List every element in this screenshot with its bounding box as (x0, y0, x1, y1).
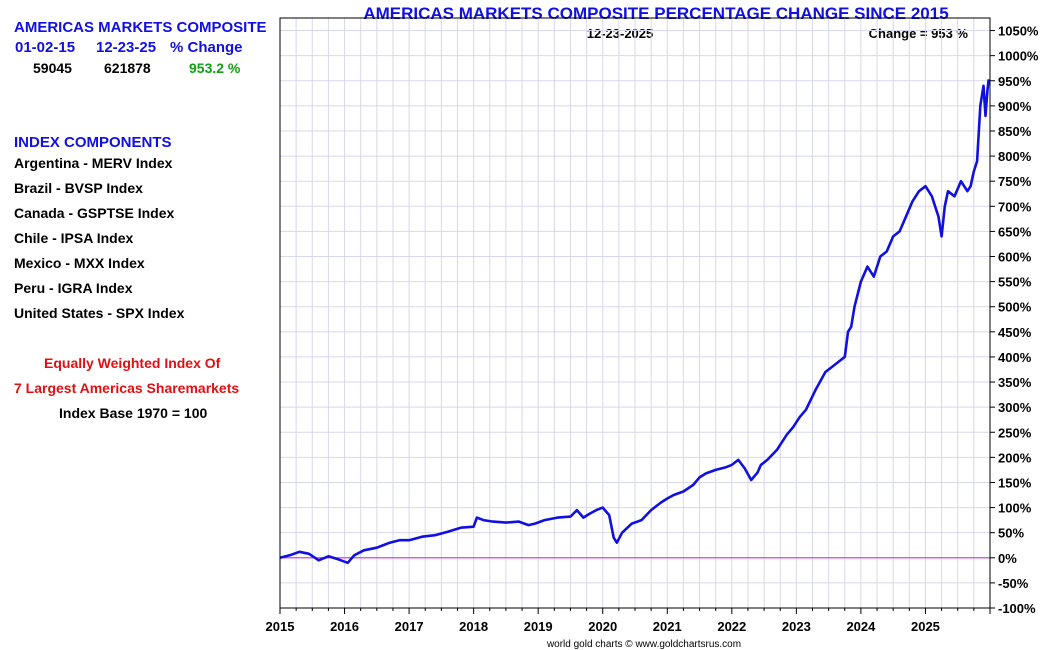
y-tick-label: 200% (998, 450, 1032, 465)
change-header: % Change (170, 39, 243, 56)
y-tick-label: 250% (998, 425, 1032, 440)
x-tick-label: 2024 (846, 619, 876, 634)
y-tick-label: 650% (998, 224, 1032, 239)
component-item: United States - SPX Index (14, 305, 185, 321)
start-date-header: 01-02-15 (15, 39, 76, 56)
component-item: Canada - GSPTSE Index (14, 205, 175, 221)
x-tick-label: 2018 (459, 619, 488, 634)
component-item: Argentina - MERV Index (14, 155, 173, 171)
x-tick-label: 2023 (782, 619, 811, 634)
component-item: Chile - IPSA Index (14, 230, 134, 246)
x-axis: 2015 2016 2017 2018 2019 2020 2021 2022 2023 2024… (266, 608, 991, 634)
x-tick-label: 2020 (588, 619, 617, 634)
grid (279, 18, 991, 609)
note-line-3: Index Base 1970 = 100 (59, 405, 208, 421)
y-tick-label: 1050% (998, 24, 1039, 39)
x-tick-label: 2021 (653, 619, 682, 634)
x-tick-label: 2016 (330, 619, 359, 634)
end-date-header: 12-23-25 (96, 39, 157, 56)
composite-title: AMERICAS MARKETS COMPOSITE (14, 19, 267, 36)
y-tick-label: -50% (998, 576, 1029, 591)
y-tick-label: 800% (998, 149, 1032, 164)
y-tick-label: 550% (998, 275, 1032, 290)
chart-footer: world gold charts © www.goldchartsrus.co… (546, 639, 741, 650)
y-tick-label: 700% (998, 199, 1032, 214)
y-tick-label: 500% (998, 300, 1032, 315)
y-tick-label: 0% (998, 551, 1017, 566)
y-axis: -100% -50% 0% 50% 100% 150% 200% 250% 300% 350% 40… (990, 24, 1039, 616)
y-tick-label: 150% (998, 475, 1032, 490)
y-tick-label: 450% (998, 325, 1032, 340)
x-tick-label: 2015 (266, 619, 295, 634)
x-tick-label: 2025 (911, 619, 940, 634)
y-tick-label: 300% (998, 400, 1032, 415)
y-tick-label: 850% (998, 124, 1032, 139)
x-tick-label: 2019 (524, 619, 553, 634)
component-item: Mexico - MXX Index (14, 255, 145, 271)
y-tick-label: 1000% (998, 49, 1039, 64)
y-tick-label: 600% (998, 250, 1032, 265)
start-value: 59045 (33, 60, 72, 76)
y-tick-label: 950% (998, 74, 1032, 89)
y-tick-label: 350% (998, 375, 1032, 390)
y-tick-label: 50% (998, 526, 1024, 541)
x-tick-label: 2017 (395, 619, 424, 634)
components-title: INDEX COMPONENTS (14, 134, 172, 151)
y-tick-label: 100% (998, 501, 1032, 516)
chart-date-label: 12-23-2025 (587, 26, 654, 41)
y-tick-label: 400% (998, 350, 1032, 365)
y-tick-label: 750% (998, 174, 1032, 189)
note-line-1: Equally Weighted Index Of (44, 355, 221, 371)
y-tick-label: -100% (998, 601, 1036, 616)
note-line-2: 7 Largest Americas Sharemarkets (14, 380, 240, 396)
x-tick-label: 2022 (717, 619, 746, 634)
y-tick-label: 900% (998, 99, 1032, 114)
series-layer (279, 79, 990, 565)
component-item: Brazil - BVSP Index (14, 180, 143, 196)
end-value: 621878 (104, 60, 151, 76)
component-item: Peru - IGRA Index (14, 280, 133, 296)
chart-change-label: Change = 953 % (869, 26, 969, 41)
series-line (279, 79, 990, 565)
change-value: 953.2 % (189, 60, 241, 76)
